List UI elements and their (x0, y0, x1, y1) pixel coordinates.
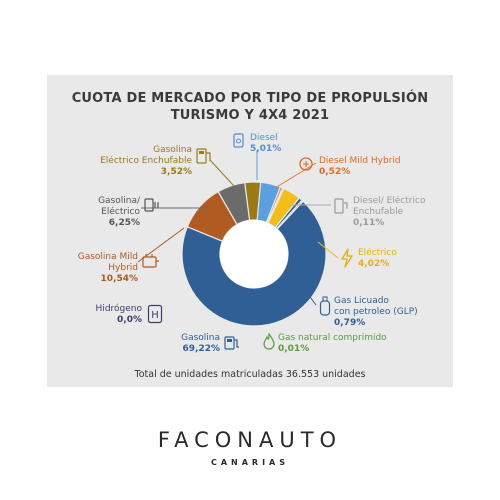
label-diesel-electrico: Diesel/ Eléctrico Enchufable 0,11% (353, 196, 425, 229)
label-glp-name1: Gas Licuado (334, 296, 389, 306)
plug-in-fuel-icon (334, 198, 348, 214)
total-units-caption: Total de unidades matriculadas 36.553 un… (134, 369, 366, 380)
label-diesel-electrico-name2: Enchufable (353, 207, 404, 217)
label-gasolina-enchufable: Gasolina Eléctrico Enchufable 3,52% (62, 145, 192, 178)
label-gasolina-name: Gasolina (181, 333, 220, 343)
label-gnc: Gas natural comprimido 0,01% (278, 333, 387, 355)
label-gasolina-electrico-name1: Gasolina/ (98, 196, 140, 206)
label-hidrogeno: Hidrógeno 0,0% (70, 304, 142, 326)
label-diesel-pct: 5,01% (250, 144, 282, 154)
label-gasolina-electrico-name2: Eléctrico (101, 207, 140, 217)
label-diesel-electrico-name1: Diesel/ Eléctrico (353, 196, 426, 206)
leader-line-glp (304, 289, 317, 306)
hybrid-plug-icon (144, 198, 159, 212)
label-diesel-electrico-pct: 0,11% (353, 218, 385, 228)
chart-subtitle: TURISMO Y 4X4 2021 (170, 108, 330, 123)
label-electrico-name: Eléctrico (358, 248, 397, 258)
label-glp: Gas Licuado con petroleo (GLP) 0,79% (334, 296, 418, 329)
label-glp-pct: 0,79% (334, 318, 366, 328)
flame-icon (263, 333, 275, 350)
plug-in-hybrid-icon (196, 148, 211, 164)
chart-title: CUOTA DE MERCADO POR TIPO DE PROPULSIÓN (71, 91, 429, 106)
label-gasolina-enchufable-name2: Eléctrico Enchufable (100, 156, 192, 166)
leader-line-diesel_mild (274, 162, 317, 189)
fuel-pump-icon (233, 133, 244, 148)
label-gasolina-pct: 69,22% (182, 344, 221, 354)
svg-text:H: H (151, 310, 159, 321)
label-diesel-name: Diesel (250, 133, 278, 143)
label-diesel-mild-name: Diesel Mild Hybrid (319, 156, 401, 166)
brand-name: FACONAUTO (157, 428, 343, 452)
label-hidrogeno-pct: 0,0% (117, 315, 142, 325)
label-diesel: Diesel 5,01% (250, 133, 281, 155)
gasoline-car-icon (224, 336, 239, 350)
label-gnc-name: Gas natural comprimido (278, 333, 387, 343)
label-electrico-pct: 4,02% (358, 259, 390, 269)
leader-line-electrico (317, 241, 339, 259)
gas-cylinder-icon (319, 296, 331, 316)
mild-hybrid-icon (299, 157, 313, 171)
label-gasolina-electrico: Gasolina/ Eléctrico 6,25% (70, 196, 140, 229)
label-gasolina: Gasolina 69,22% (140, 333, 220, 355)
label-gasolina-enchufable-name1: Gasolina (153, 145, 192, 155)
label-gasolina-mild: Gasolina Mild Hybrid 10,54% (58, 252, 138, 285)
brand-logo: FACONAUTO CANARIAS (0, 428, 500, 467)
label-hidrogeno-name: Hidrógeno (95, 304, 142, 314)
label-electrico: Eléctrico 4,02% (358, 248, 397, 270)
label-diesel-mild: Diesel Mild Hybrid 0,52% (319, 156, 401, 178)
donut-hole (220, 220, 288, 288)
label-gasolina-electrico-pct: 6,25% (108, 218, 140, 228)
mild-hybrid-engine-icon (142, 254, 159, 268)
label-gasolina-enchufable-pct: 3,52% (160, 167, 192, 177)
label-gasolina-mild-name1: Gasolina Mild (77, 252, 138, 262)
hydrogen-icon: H (147, 304, 163, 324)
label-diesel-mild-pct: 0,52% (319, 167, 351, 177)
label-glp-name2: con petroleo (GLP) (334, 307, 418, 317)
lightning-icon (341, 248, 353, 268)
label-gasolina-mild-name2: Hybrid (108, 263, 138, 273)
label-gnc-pct: 0,01% (278, 344, 310, 354)
brand-subtitle: CANARIAS (210, 458, 290, 467)
label-gasolina-mild-pct: 10,54% (100, 274, 139, 284)
leader-line-gasolina_enchufable (209, 159, 235, 187)
